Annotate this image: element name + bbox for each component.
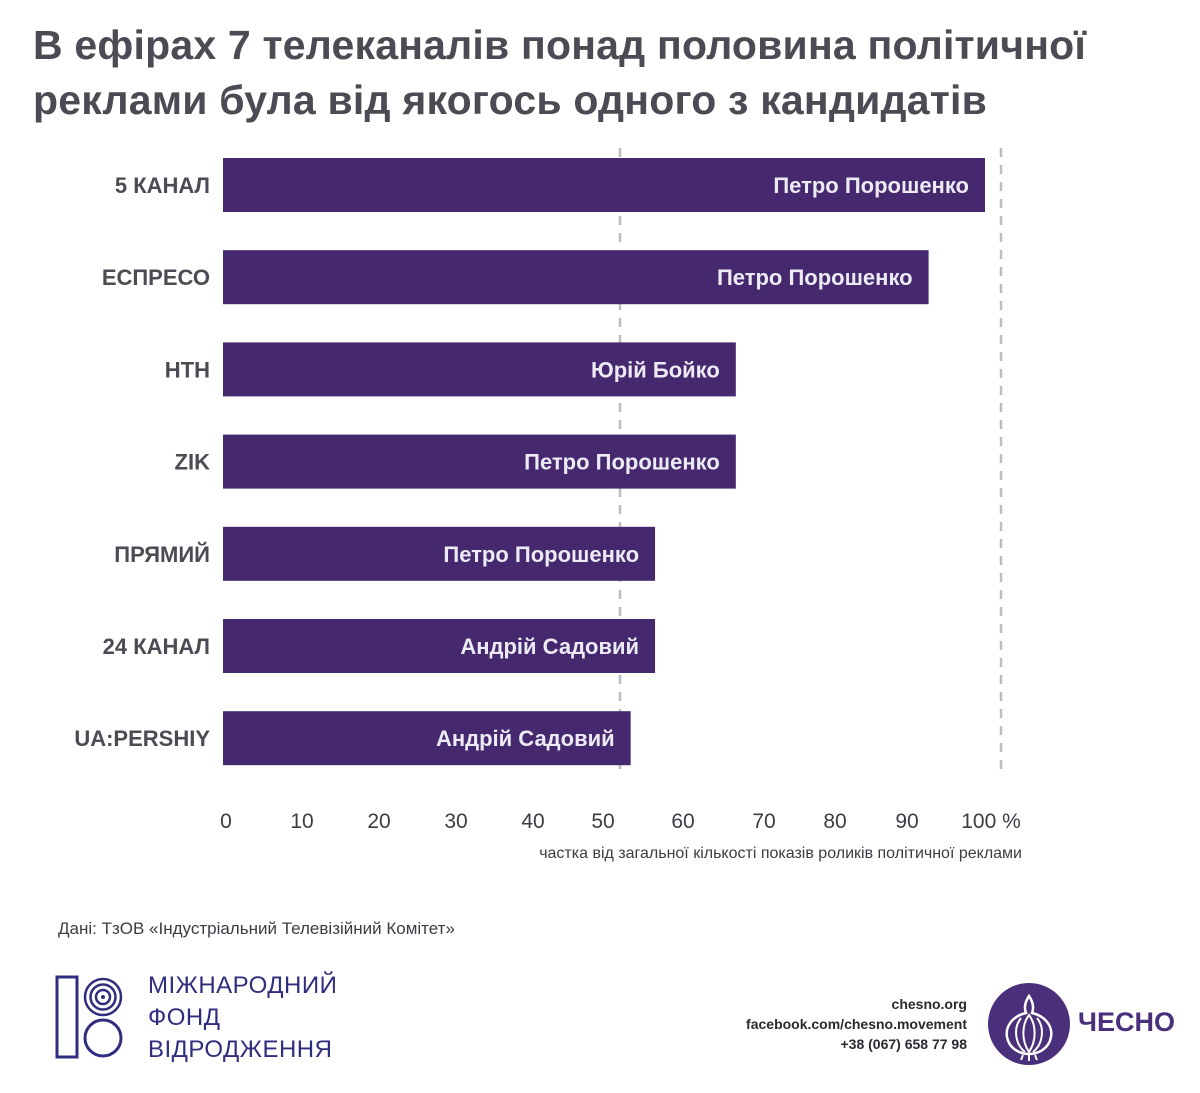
bar: [223, 526, 656, 581]
category-label: ZIK: [175, 450, 211, 475]
bar: [223, 619, 656, 673]
bar: [223, 434, 736, 489]
irf-logo-icon: [55, 975, 123, 1059]
data-source: Дані: ТзОВ «Індустріальний Телевізійний …: [58, 919, 455, 938]
x-tick-label: 100 %: [961, 810, 1021, 833]
x-tick-label: 80: [823, 810, 846, 833]
irf-logo-line: ФОНД: [148, 1004, 221, 1031]
bar-data-label: Юрій Бойко: [591, 357, 720, 382]
x-tick-label: 40: [521, 810, 544, 833]
category-label: ЕСПРЕСО: [102, 265, 210, 290]
x-tick-label: 30: [444, 810, 467, 833]
contact-website[interactable]: chesno.org: [891, 996, 967, 1012]
bar-data-label: Андрій Садовий: [436, 726, 615, 751]
x-tick-label: 90: [895, 810, 918, 833]
chart-title-line-1: В ефірах 7 телеканалів понад половина по…: [33, 22, 1087, 68]
contact-facebook[interactable]: facebook.com/chesno.movement: [746, 1016, 967, 1032]
contacts: chesno.org facebook.com/chesno.movement …: [700, 994, 967, 1054]
garlic-icon: [988, 983, 1070, 1065]
chart-title: В ефірах 7 телеканалів понад половина по…: [33, 18, 1193, 128]
x-tick-label: 70: [752, 810, 775, 833]
category-label: 5 КАНАЛ: [115, 173, 210, 198]
bar: [223, 158, 985, 212]
category-label: ПРЯМИЙ: [114, 542, 210, 567]
bar-data-label: Петро Порошенко: [773, 173, 969, 198]
contact-phone: +38 (067) 658 77 98: [840, 1036, 968, 1052]
bar-data-label: Андрій Садовий: [460, 634, 639, 659]
category-label: НТН: [165, 357, 210, 382]
category-label: UA:PERSHIY: [74, 726, 210, 751]
x-axis-label: частка від загальної кількості показів р…: [539, 845, 1022, 862]
category-label: 24 КАНАЛ: [103, 634, 210, 659]
x-tick-label: 20: [367, 810, 390, 833]
bar: [223, 711, 631, 766]
irf-logo-line: ВІДРОДЖЕННЯ: [148, 1036, 333, 1063]
x-tick-label: 0: [220, 810, 232, 833]
x-tick-label: 60: [671, 810, 694, 833]
bar-data-label: Петро Порошенко: [443, 542, 639, 567]
chesno-logo-text: ЧЕСНО: [1078, 1007, 1175, 1037]
bar-data-label: Петро Порошенко: [524, 450, 720, 475]
chart-title-line-2: реклами була від якогось одного з кандид…: [33, 77, 988, 123]
irf-logo-text: МІЖНАРОДНИЙ ФОНД ВІДРОДЖЕННЯ: [148, 970, 337, 1066]
x-tick-label: 50: [591, 810, 614, 833]
x-tick-label: 10: [290, 810, 313, 833]
bar-chart: 5 КАНАЛ Петро Порошенко ЕСПРЕСО Петро Порош…: [74, 148, 1021, 833]
irf-logo-line: МІЖНАРОДНИЙ: [148, 972, 338, 999]
bar: [223, 250, 929, 305]
bar-data-label: Петро Порошенко: [717, 265, 913, 290]
bar: [223, 342, 736, 397]
